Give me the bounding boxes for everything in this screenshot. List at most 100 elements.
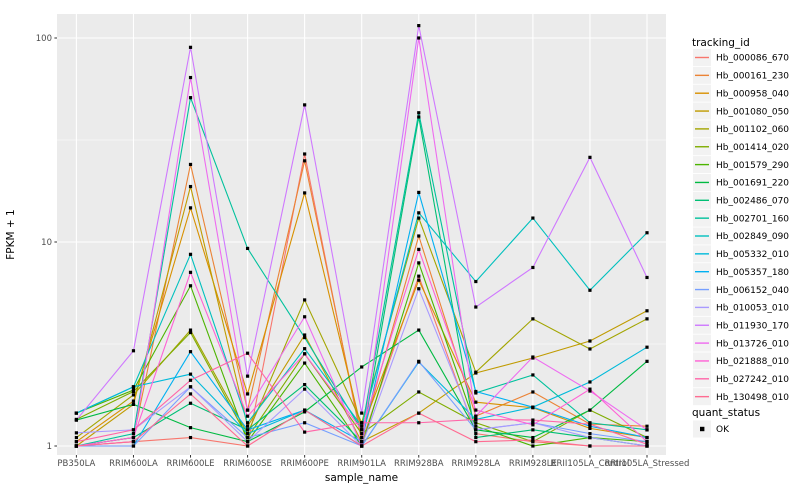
- data-point: [588, 435, 592, 440]
- legend-tracking-id: tracking_id Hb_000086_670 Hb_000161_230 Hb_…: [692, 37, 789, 406]
- legend-item-Hb_010053_010: Hb_010053_010: [693, 298, 789, 316]
- data-point: [531, 390, 535, 394]
- data-point: [588, 339, 592, 343]
- legend-item-label: Hb_006152_040: [716, 286, 789, 296]
- data-point: [245, 428, 250, 432]
- data-point: [74, 431, 78, 435]
- data-point: [360, 428, 364, 432]
- data-point: [303, 421, 307, 425]
- data-point: [131, 349, 136, 353]
- data-point: [131, 402, 136, 406]
- data-point: [645, 442, 649, 446]
- legend-item-Hb_013726_010: Hb_013726_010: [693, 334, 789, 352]
- data-point: [131, 393, 136, 397]
- legend-item-label: Hb_001691_220: [716, 179, 789, 189]
- data-point: [188, 426, 193, 430]
- x-tick-label: RRIM600LA: [109, 459, 158, 469]
- data-point: [474, 421, 478, 425]
- data-point: [131, 399, 136, 403]
- legend-item-Hb_021888_010: Hb_021888_010: [693, 352, 789, 370]
- data-point: [188, 270, 193, 274]
- data-point: [360, 421, 364, 425]
- legend-item-Hb_005357_180: Hb_005357_180: [693, 263, 789, 281]
- data-point: [474, 440, 478, 444]
- data-point: [188, 372, 193, 376]
- y-tick-label: 100: [36, 34, 52, 44]
- data-point: [188, 435, 193, 440]
- legend-item-Hb_001414_020: Hb_001414_020: [693, 138, 789, 156]
- x-tick-label: RRIM600LE: [167, 459, 215, 469]
- data-point: [245, 435, 250, 440]
- data-point: [474, 435, 478, 440]
- data-point: [360, 432, 364, 436]
- x-tick-label: RRII105LA_Control: [551, 459, 630, 469]
- data-point: [188, 162, 193, 167]
- legend-item-Hb_002849_090: Hb_002849_090: [693, 227, 789, 245]
- data-point: [303, 315, 307, 319]
- data-point: [303, 387, 307, 391]
- data-point: [588, 444, 592, 448]
- legend-item-label: Hb_021888_010: [716, 357, 789, 367]
- data-point: [588, 387, 592, 391]
- x-tick-label: RRII105LA_Stressed: [605, 459, 690, 469]
- data-point: [360, 440, 364, 444]
- legend-item-label: Hb_000161_230: [716, 72, 789, 82]
- data-point: [474, 424, 478, 428]
- data-point: [474, 417, 478, 422]
- legend-item-label: Hb_027242_010: [716, 375, 789, 385]
- data-point: [417, 261, 421, 265]
- data-point: [303, 191, 307, 195]
- data-point: [131, 385, 136, 389]
- legend-item-label: Hb_005332_010: [716, 250, 789, 260]
- data-point: [245, 432, 250, 436]
- data-point: [131, 435, 136, 440]
- legend-item-Hb_000958_040: Hb_000958_040: [693, 84, 789, 102]
- legend-item-Hb_000086_670: Hb_000086_670: [693, 49, 789, 66]
- data-point: [131, 388, 136, 392]
- data-point: [303, 159, 307, 163]
- data-point: [188, 75, 193, 80]
- legend-quant-status: quant_status OK: [692, 407, 760, 438]
- data-point: [245, 246, 250, 251]
- data-point: [245, 408, 250, 412]
- data-point: [417, 216, 421, 220]
- data-point: [645, 428, 649, 432]
- x-tick-label: RRIM901LA: [337, 459, 386, 469]
- data-point: [74, 444, 78, 448]
- data-point: [245, 444, 250, 448]
- data-point: [360, 444, 364, 448]
- legend-item-Hb_011930_170: Hb_011930_170: [693, 316, 789, 334]
- data-point: [474, 400, 478, 404]
- x-tick-label: RRIM928LA: [452, 459, 501, 469]
- data-point: [588, 422, 592, 426]
- data-point: [531, 438, 535, 442]
- x-tick-label: RRIM928LE: [509, 459, 557, 469]
- data-point: [645, 444, 649, 448]
- x-tick-label: PB350LA: [57, 459, 95, 469]
- data-point: [588, 432, 592, 436]
- data-point: [531, 216, 535, 220]
- legend-item-label: Hb_011930_170: [716, 321, 789, 331]
- data-point: [417, 411, 421, 415]
- x-tick-label: RRIM928BA: [394, 459, 444, 469]
- data-point: [74, 418, 78, 422]
- data-point: [417, 287, 421, 291]
- data-point: [531, 418, 535, 422]
- data-point: [188, 206, 193, 210]
- legend-item-Hb_002486_070: Hb_002486_070: [693, 191, 789, 209]
- legend-item-Hb_006152_040: Hb_006152_040: [693, 281, 789, 299]
- data-point: [303, 408, 307, 412]
- data-point: [417, 24, 421, 28]
- data-point: [474, 305, 478, 309]
- data-point: [417, 328, 421, 332]
- data-point: [531, 373, 535, 377]
- legend-item-label: Hb_001080_050: [716, 107, 789, 117]
- legend-item-label: Hb_013726_010: [716, 339, 789, 349]
- data-point: [474, 279, 478, 284]
- legend-item-label: Hb_002701_160: [716, 214, 789, 224]
- data-point: [74, 435, 78, 440]
- data-point: [188, 328, 193, 332]
- data-point: [245, 424, 250, 428]
- data-point: [74, 411, 78, 415]
- legend-item-Hb_001579_290: Hb_001579_290: [693, 156, 789, 174]
